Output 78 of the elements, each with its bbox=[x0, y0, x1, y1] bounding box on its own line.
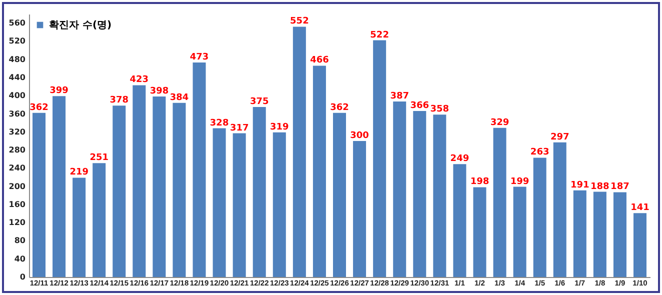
data-label: 398 bbox=[150, 86, 169, 97]
bar bbox=[312, 66, 326, 277]
data-label: 384 bbox=[170, 92, 189, 103]
bar bbox=[72, 178, 86, 277]
bar bbox=[533, 158, 546, 277]
bar bbox=[573, 190, 586, 277]
bar bbox=[252, 106, 266, 277]
data-label: 317 bbox=[230, 123, 249, 134]
data-label: 362 bbox=[330, 102, 349, 113]
legend-label: 확진자 수(명) bbox=[49, 20, 112, 31]
bar bbox=[493, 128, 506, 277]
y-tick-label: 160 bbox=[8, 200, 26, 209]
data-label: 319 bbox=[270, 122, 289, 132]
data-label: 191 bbox=[570, 180, 590, 190]
data-label: 198 bbox=[470, 177, 490, 188]
bar bbox=[513, 186, 526, 277]
bar bbox=[453, 164, 466, 277]
y-tick-label: 440 bbox=[8, 72, 26, 82]
data-label: 423 bbox=[130, 75, 149, 86]
bar bbox=[92, 163, 106, 277]
data-label: 188 bbox=[590, 182, 610, 192]
data-label: 219 bbox=[70, 168, 88, 178]
y-tick-label: 480 bbox=[8, 54, 26, 64]
bar bbox=[52, 96, 66, 277]
bar bbox=[433, 114, 446, 277]
bar bbox=[413, 111, 426, 277]
bar bbox=[333, 112, 346, 277]
bar bbox=[393, 102, 406, 277]
data-label: 366 bbox=[410, 101, 430, 112]
y-tick-label: 0 bbox=[20, 272, 26, 282]
y-tick-label: 80 bbox=[14, 236, 26, 246]
data-label: 522 bbox=[370, 30, 389, 40]
bar bbox=[353, 140, 366, 277]
y-tick-label: 520 bbox=[8, 36, 26, 46]
data-label: 297 bbox=[550, 132, 570, 142]
data-label: 141 bbox=[630, 203, 650, 214]
bar bbox=[132, 85, 146, 277]
data-label: 199 bbox=[510, 176, 530, 187]
y-tick-label: 40 bbox=[14, 254, 26, 264]
y-tick-label: 320 bbox=[8, 127, 26, 136]
y-tick-label: 560 bbox=[8, 18, 26, 28]
y-tick-label: 240 bbox=[8, 164, 26, 173]
data-label: 249 bbox=[450, 154, 470, 164]
data-label: 466 bbox=[310, 56, 329, 66]
data-label: 263 bbox=[530, 148, 550, 158]
y-tick-label: 360 bbox=[8, 109, 26, 118]
bar bbox=[112, 106, 126, 277]
bar bbox=[593, 192, 606, 277]
bar bbox=[212, 128, 226, 277]
bar bbox=[172, 102, 186, 277]
data-label: 358 bbox=[430, 104, 450, 115]
bar bbox=[553, 142, 566, 277]
data-label: 329 bbox=[490, 118, 510, 128]
bar bbox=[232, 133, 246, 277]
bar bbox=[613, 192, 626, 277]
data-label: 300 bbox=[350, 130, 369, 141]
y-tick-label: 280 bbox=[8, 146, 26, 155]
bar bbox=[152, 96, 166, 277]
bar bbox=[633, 213, 646, 277]
bar bbox=[292, 26, 306, 277]
data-label: 251 bbox=[90, 153, 109, 164]
data-label: 399 bbox=[50, 86, 68, 96]
y-tick-label: 200 bbox=[8, 182, 26, 191]
data-label: 362 bbox=[30, 102, 48, 113]
bar bbox=[373, 40, 386, 277]
y-tick-label: 400 bbox=[8, 91, 26, 100]
data-label: 387 bbox=[390, 92, 409, 102]
bar bbox=[272, 132, 286, 277]
bar bbox=[32, 112, 46, 277]
bar bbox=[192, 62, 206, 277]
data-label: 328 bbox=[210, 118, 229, 128]
data-label: 473 bbox=[190, 52, 209, 63]
data-label: 378 bbox=[110, 96, 129, 106]
y-tick-label: 120 bbox=[8, 218, 26, 228]
bar bbox=[473, 187, 486, 277]
data-label: 375 bbox=[250, 96, 269, 107]
data-label: 552 bbox=[290, 16, 309, 27]
data-label: 187 bbox=[610, 182, 630, 192]
